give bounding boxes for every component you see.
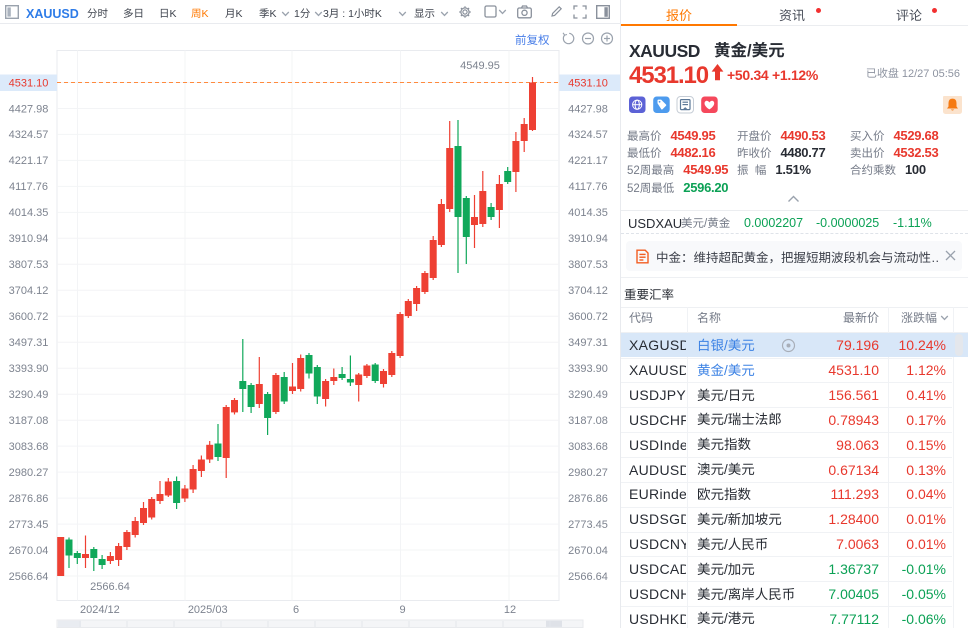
svg-text:2566.64: 2566.64: [90, 581, 130, 593]
svg-text:4324.57: 4324.57: [9, 129, 49, 141]
svg-text:3187.08: 3187.08: [568, 415, 608, 427]
svg-text:3600.72: 3600.72: [568, 311, 608, 323]
svg-text:2980.27: 2980.27: [568, 467, 608, 479]
svg-text:9: 9: [400, 604, 406, 616]
svg-text:4427.98: 4427.98: [9, 103, 49, 115]
svg-text:2566.64: 2566.64: [9, 571, 49, 583]
svg-text:3704.12: 3704.12: [9, 285, 49, 297]
svg-text:4221.17: 4221.17: [9, 155, 49, 167]
svg-text:4014.35: 4014.35: [568, 207, 608, 219]
svg-text:3600.72: 3600.72: [9, 311, 49, 323]
svg-text:3290.49: 3290.49: [568, 389, 608, 401]
svg-text:2566.64: 2566.64: [568, 571, 608, 583]
svg-text:2773.45: 2773.45: [568, 519, 608, 531]
svg-text:2876.86: 2876.86: [568, 493, 608, 505]
svg-text:3910.94: 3910.94: [9, 233, 49, 245]
svg-text:3393.90: 3393.90: [568, 363, 608, 375]
svg-text:3083.68: 3083.68: [9, 441, 49, 453]
svg-text:4117.76: 4117.76: [569, 181, 608, 193]
svg-text:4221.17: 4221.17: [568, 155, 608, 167]
svg-text:3393.90: 3393.90: [9, 363, 49, 375]
svg-text:3290.49: 3290.49: [9, 389, 49, 401]
svg-text:4427.98: 4427.98: [568, 103, 608, 115]
svg-text:3083.68: 3083.68: [568, 441, 608, 453]
svg-text:3187.08: 3187.08: [9, 415, 49, 427]
svg-text:2670.04: 2670.04: [9, 545, 49, 557]
svg-text:3910.94: 3910.94: [568, 233, 608, 245]
svg-text:2025/03: 2025/03: [188, 604, 228, 616]
svg-text:2876.86: 2876.86: [9, 493, 49, 505]
svg-text:2773.45: 2773.45: [9, 519, 49, 531]
svg-text:3497.31: 3497.31: [9, 337, 49, 349]
svg-text:3497.31: 3497.31: [568, 337, 608, 349]
svg-text:6: 6: [293, 604, 299, 616]
svg-text:3704.12: 3704.12: [568, 285, 608, 297]
svg-text:2670.04: 2670.04: [568, 545, 608, 557]
svg-text:2024/12: 2024/12: [80, 604, 120, 616]
svg-text:4549.95: 4549.95: [460, 60, 500, 72]
svg-text:12: 12: [504, 604, 516, 616]
svg-text:3807.53: 3807.53: [568, 259, 608, 271]
svg-text:3807.53: 3807.53: [9, 259, 49, 271]
svg-text:4014.35: 4014.35: [9, 207, 49, 219]
svg-text:4531.10: 4531.10: [9, 78, 49, 90]
svg-text:4531.10: 4531.10: [568, 78, 608, 90]
svg-text:2980.27: 2980.27: [9, 467, 49, 479]
svg-text:4117.76: 4117.76: [9, 181, 48, 193]
svg-text:4324.57: 4324.57: [568, 129, 608, 141]
